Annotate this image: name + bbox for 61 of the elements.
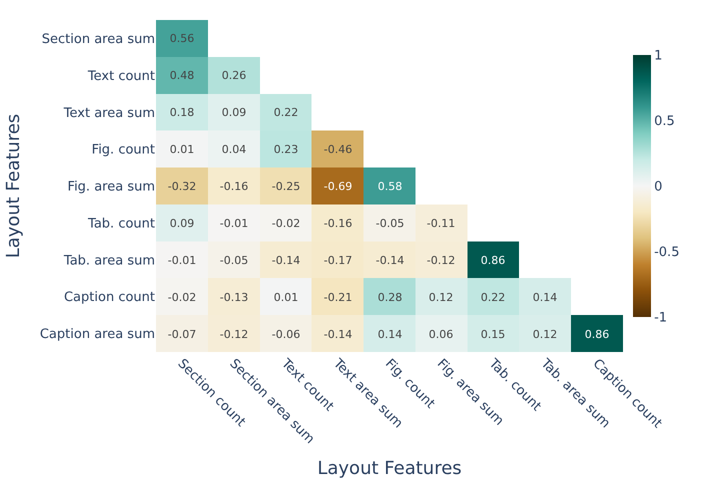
- y-tick-label: Fig. count: [92, 142, 155, 158]
- data-label: 0.58: [378, 180, 402, 193]
- data-label: -0.05: [220, 254, 248, 267]
- data-label: -0.05: [376, 216, 404, 230]
- data-label: -0.17: [324, 254, 352, 267]
- data-label: -0.02: [168, 290, 196, 304]
- color-bar-label: -0.5: [654, 245, 680, 260]
- y-tick-label: Caption count: [64, 290, 155, 306]
- color-bar-label: 1: [654, 48, 662, 64]
- color-bar-label: -1: [654, 310, 668, 326]
- color-bar-label: 0: [654, 180, 662, 195]
- data-label: 0.28: [378, 290, 402, 304]
- data-label: -0.06: [272, 328, 300, 341]
- data-label: 0.15: [480, 328, 506, 341]
- data-label: -0.14: [376, 254, 404, 267]
- y-tick-label: Text area sum: [62, 106, 155, 121]
- data-label: 0.12: [428, 290, 454, 304]
- color-bar-label: 0.5: [654, 114, 675, 130]
- data-label: -0.13: [220, 290, 248, 304]
- y-tick-label: Tab. area sum: [62, 253, 155, 268]
- y-tick-label: Tab. count: [87, 216, 155, 232]
- data-label: -0.21: [324, 290, 352, 304]
- data-label: 0.01: [170, 142, 194, 156]
- data-label: 0.56: [170, 32, 194, 45]
- data-label: -0.12: [220, 328, 248, 341]
- data-label: 0.04: [222, 142, 246, 156]
- data-label: 0.86: [480, 254, 506, 267]
- data-label: -0.07: [168, 328, 196, 341]
- y-tick-label: Fig. area sum: [68, 180, 155, 195]
- data-label: -0.14: [324, 328, 352, 341]
- data-label: -0.14: [272, 254, 300, 267]
- data-label: 0.14: [378, 328, 402, 341]
- data-label: -0.12: [426, 254, 456, 267]
- data-label: -0.32: [168, 180, 196, 193]
- data-label: 0.48: [170, 68, 194, 82]
- data-label: 0.01: [274, 290, 298, 304]
- data-label: -0.01: [220, 216, 248, 230]
- data-label: 0.23: [274, 142, 298, 156]
- y-tick-label: Section area sum: [42, 32, 155, 47]
- data-label: 0.22: [480, 290, 506, 304]
- data-label: -0.16: [220, 180, 248, 193]
- y-tick-label: Caption area sum: [40, 327, 155, 342]
- data-label: -0.25: [272, 180, 300, 193]
- y-tick-label: Text count: [86, 68, 155, 84]
- y-axis-title: Layout Features: [3, 114, 24, 258]
- data-label: 0.14: [532, 290, 558, 304]
- data-label: 0.86: [584, 328, 610, 341]
- data-label: -0.01: [168, 254, 196, 267]
- data-label: 0.26: [222, 68, 246, 82]
- data-label: -0.16: [324, 216, 352, 230]
- data-label: 0.09: [222, 106, 246, 119]
- data-label: -0.11: [426, 216, 456, 230]
- data-label: 0.12: [532, 328, 558, 341]
- x-axis-title: Layout Features: [317, 458, 462, 480]
- data-label: 0.18: [170, 106, 194, 119]
- data-label: -0.46: [324, 142, 352, 156]
- data-label: -0.02: [272, 216, 300, 230]
- data-label: 0.09: [170, 216, 194, 230]
- data-label: -0.69: [324, 180, 352, 193]
- data-label: 0.06: [428, 328, 454, 341]
- data-label: 0.22: [274, 106, 298, 119]
